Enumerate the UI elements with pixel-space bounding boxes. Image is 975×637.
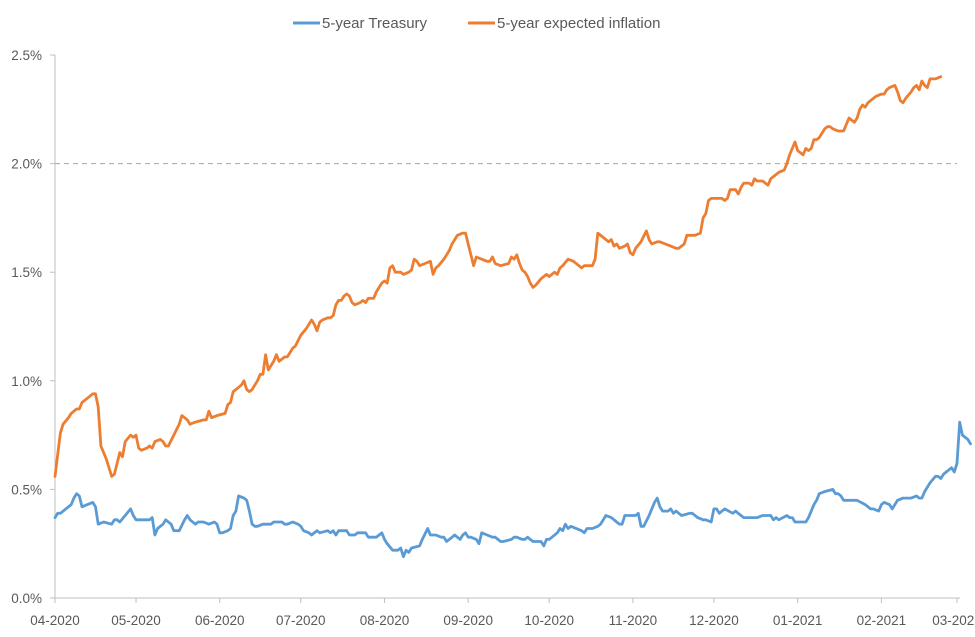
- x-axis: 04-2020 05-2020 06-2020 07-2020 08-2020 09-20…: [30, 597, 975, 628]
- x-tick-label: 03-2021: [932, 613, 975, 628]
- y-tick-label: 0.5%: [11, 482, 42, 497]
- x-tick-label: 11-2020: [609, 613, 658, 628]
- y-tick-label: 2.5%: [11, 48, 42, 63]
- series-group: [53, 75, 972, 559]
- legend-item-inflation[interactable]: 5-year expected inflation: [468, 15, 660, 32]
- x-tick-label: 02-2021: [857, 613, 907, 628]
- y-tick-label: 1.0%: [11, 374, 42, 389]
- legend-label-inflation: 5-year expected inflation: [497, 15, 660, 32]
- x-tick-label: 09-2020: [443, 613, 493, 628]
- legend-label-treasury: 5-year Treasury: [322, 15, 428, 32]
- y-tick-label: 2.0%: [11, 157, 42, 172]
- x-tick-label: 01-2021: [773, 613, 823, 628]
- x-tick-label: 06-2020: [195, 613, 245, 628]
- x-tick-label: 07-2020: [276, 613, 326, 628]
- x-tick-label: 10-2020: [524, 613, 574, 628]
- legend-item-treasury[interactable]: 5-year Treasury: [293, 15, 428, 32]
- x-tick-label: 08-2020: [360, 613, 410, 628]
- legend: 5-year Treasury 5-year expected inflatio…: [293, 15, 660, 32]
- y-tick-label: 1.5%: [11, 265, 42, 280]
- x-tick-label: 05-2020: [111, 613, 161, 628]
- series-line-5yr-treasury: [53, 420, 972, 559]
- x-tick-label: 04-2020: [30, 613, 80, 628]
- y-axis: 0.0% 0.5% 1.0% 1.5% 2.0% 2.5%: [11, 48, 56, 606]
- series-line-5yr-expected-inflation: [53, 75, 943, 478]
- x-tick-label: 12-2020: [689, 613, 739, 628]
- y-tick-label: 0.0%: [11, 591, 42, 606]
